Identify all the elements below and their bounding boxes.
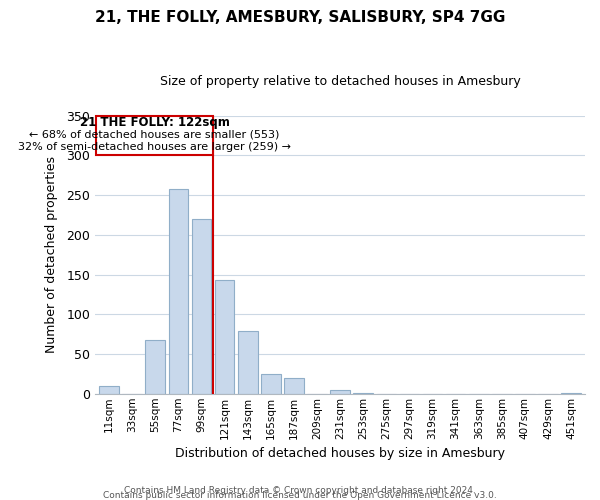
Title: Size of property relative to detached houses in Amesbury: Size of property relative to detached ho… [160,75,520,88]
Bar [99,386,119,394]
Bar [353,393,373,394]
X-axis label: Distribution of detached houses by size in Amesbury: Distribution of detached houses by size … [175,447,505,460]
Text: Contains public sector information licensed under the Open Government Licence v3: Contains public sector information licen… [103,491,497,500]
Bar [562,393,581,394]
Text: 21, THE FOLLY, AMESBURY, SALISBURY, SP4 7GG: 21, THE FOLLY, AMESBURY, SALISBURY, SP4 … [95,10,505,25]
Bar [261,374,281,394]
Text: 32% of semi-detached houses are larger (259) →: 32% of semi-detached houses are larger (… [18,142,291,152]
Text: Contains HM Land Registry data © Crown copyright and database right 2024.: Contains HM Land Registry data © Crown c… [124,486,476,495]
Bar [238,331,257,394]
FancyBboxPatch shape [96,116,213,156]
Bar [145,340,165,394]
Bar [331,390,350,394]
Text: ← 68% of detached houses are smaller (553): ← 68% of detached houses are smaller (55… [29,130,280,140]
Bar [284,378,304,394]
Bar [169,190,188,394]
Bar [215,280,235,394]
Text: 21 THE FOLLY: 122sqm: 21 THE FOLLY: 122sqm [80,116,229,129]
Bar [191,219,211,394]
Y-axis label: Number of detached properties: Number of detached properties [45,156,58,353]
